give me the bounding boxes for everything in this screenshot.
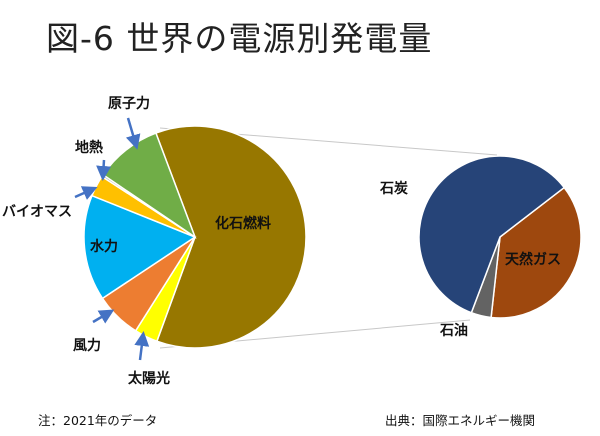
arrow-nuclear xyxy=(125,117,141,150)
label-gas: 天然ガス xyxy=(505,251,561,268)
arrow-geothermal xyxy=(96,159,112,181)
label-solar: 太陽光 xyxy=(128,370,170,387)
label-biomass: バイオマス xyxy=(2,204,72,220)
label-coal: 石炭 xyxy=(379,180,408,197)
arrow-solar xyxy=(134,331,150,361)
label-wind: 風力 xyxy=(73,337,101,354)
main-pie-slice-0 xyxy=(154,125,307,349)
source-text: 出典：国際エネルギー機関 xyxy=(385,413,536,428)
arrow-wind xyxy=(92,309,115,324)
chart-title: 図-6 世界の電源別発電量 xyxy=(46,19,433,58)
main-pie-slice-3 xyxy=(83,194,197,300)
label-hydro: 水力 xyxy=(90,238,118,255)
secondary-pie-slice-0 xyxy=(490,186,582,319)
label-oil: 石油 xyxy=(439,322,468,339)
label-fossil: 化石燃料 xyxy=(215,215,271,232)
secondary-pie-slice-2 xyxy=(418,155,566,314)
arrow-biomass xyxy=(74,186,98,200)
note-text: 注：2021年のデータ xyxy=(38,413,158,428)
label-geothermal: 地熱 xyxy=(75,139,103,156)
label-nuclear: 原子力 xyxy=(108,95,150,112)
